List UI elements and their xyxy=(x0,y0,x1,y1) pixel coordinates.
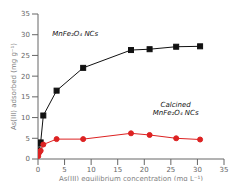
svg-text:5: 5 xyxy=(26,135,30,143)
svg-text:30: 30 xyxy=(193,166,202,174)
svg-text:10: 10 xyxy=(21,114,30,122)
svg-text:35: 35 xyxy=(21,10,30,18)
svg-text:0: 0 xyxy=(36,166,40,174)
svg-text:30: 30 xyxy=(21,31,30,39)
svg-text:As(III) equilibrium concentrat: As(III) equilibrium concentration (mg L⁻… xyxy=(59,175,203,181)
html-text:MnFe₂O₄ NCs: MnFe₂O₄ NCs xyxy=(52,29,99,38)
svg-text:5: 5 xyxy=(62,166,66,174)
svg-text:25: 25 xyxy=(21,52,30,60)
html-text:Calcined MnFe₂O₄ NCs: Calcined MnFe₂O₄ NCs xyxy=(152,101,199,117)
svg-text:20: 20 xyxy=(140,166,149,174)
svg-text:25: 25 xyxy=(166,166,175,174)
svg-text:35: 35 xyxy=(220,166,229,174)
svg-text:0: 0 xyxy=(26,155,30,163)
svg-text:20: 20 xyxy=(21,73,30,81)
svg-text:10: 10 xyxy=(87,166,96,174)
svg-text:15: 15 xyxy=(21,93,30,101)
svg-text:As(III) adsorbed (mg g⁻¹): As(III) adsorbed (mg g⁻¹) xyxy=(10,43,18,130)
svg-text:15: 15 xyxy=(113,166,122,174)
